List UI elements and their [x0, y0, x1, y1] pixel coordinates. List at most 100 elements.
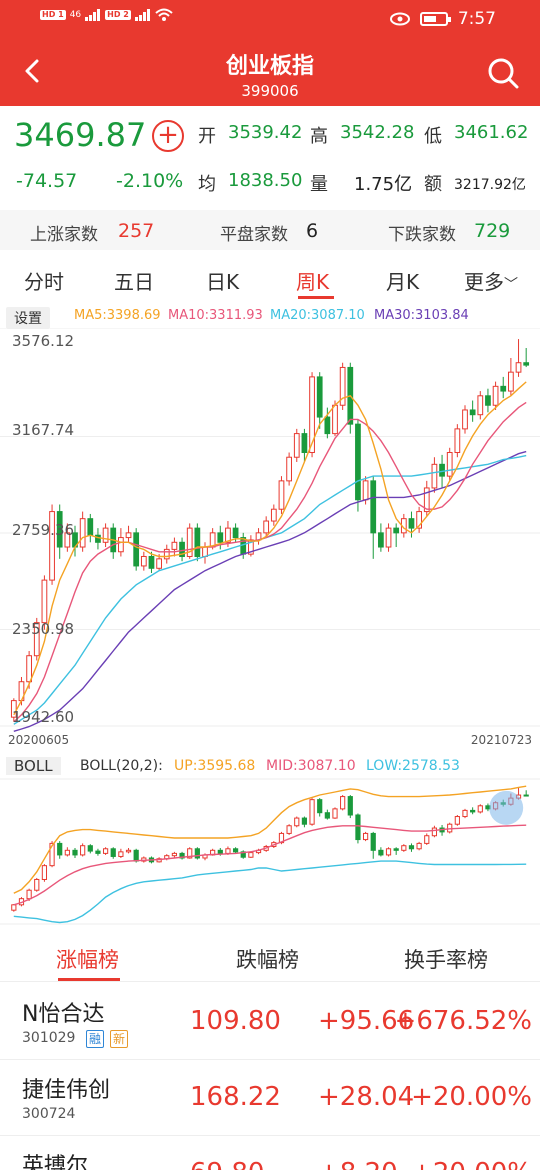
candle-body: [163, 548, 170, 560]
candle-body: [332, 404, 338, 435]
candle-body: [431, 463, 438, 489]
back-arrow-icon[interactable]: [18, 56, 48, 86]
tab-intraday[interactable]: 分时: [24, 270, 64, 294]
boll-candle-body: [424, 835, 430, 844]
candle-body: [446, 452, 453, 477]
stock-price: 109.80: [190, 1006, 281, 1036]
boll-candle-body: [118, 851, 124, 857]
battery-icon: [419, 12, 451, 26]
tab-daily-k[interactable]: 日K: [206, 270, 240, 294]
stock-name: 英搏尔: [22, 1154, 89, 1170]
boll-candle-body: [286, 825, 292, 834]
candle-body: [370, 480, 377, 534]
tab-weekly-k[interactable]: 周K: [296, 270, 330, 294]
boll-candle-body: [462, 809, 468, 818]
candle-body: [95, 534, 101, 543]
ranking-row[interactable]: 英搏尔 69.80 +8.20 +20.00%: [0, 1136, 540, 1170]
stock-change-pct: +20.00%: [411, 1158, 532, 1170]
candle-body: [248, 539, 254, 555]
boll-candle-body: [431, 827, 438, 837]
x-end-date: 20210723: [470, 733, 532, 747]
tab-monthly-k[interactable]: 月K: [386, 270, 420, 294]
tab-turnover[interactable]: 换手率榜: [404, 948, 488, 972]
signal-icon-2: [134, 9, 150, 21]
candle-body: [133, 532, 140, 567]
candle-body: [186, 527, 193, 557]
search-icon[interactable]: [486, 56, 520, 90]
avg-value: 1838.50: [228, 170, 303, 191]
up-count: 257: [118, 220, 155, 242]
volume-label: 量: [310, 174, 328, 195]
stock-price: 69.80: [190, 1158, 264, 1170]
candle-body: [232, 527, 239, 539]
amount-label: 额: [424, 174, 442, 195]
boll-candle-body: [41, 865, 48, 880]
low-label: 低: [424, 126, 442, 147]
candle-body: [508, 371, 514, 392]
flat-count-label: 平盘家数: [220, 225, 288, 245]
ma5-line: [13, 381, 527, 716]
tab-more[interactable]: 更多﹀: [464, 266, 518, 295]
kline-chart[interactable]: [0, 328, 540, 748]
boll-candle-body: [64, 849, 70, 856]
candle-body: [339, 366, 346, 406]
open-label: 开: [198, 126, 216, 147]
candle-body: [26, 655, 32, 683]
candle-body: [56, 511, 63, 548]
settings-button[interactable]: 设置: [6, 307, 50, 329]
candle-body: [408, 518, 415, 529]
boll-candle-body: [378, 849, 384, 856]
ma30-value: MA30:3103.84: [374, 308, 469, 323]
boll-candle-body: [34, 878, 40, 891]
candle-body: [423, 487, 430, 513]
candle-body: [439, 463, 445, 477]
ma20-line: [13, 454, 527, 725]
page-title: 创业板指: [225, 54, 314, 79]
index-code: 399006: [241, 82, 299, 100]
candle-body: [156, 558, 162, 569]
boll-candle-body: [171, 852, 178, 857]
boll-params: BOLL(20,2):: [80, 758, 163, 774]
candle-body: [263, 520, 270, 534]
candle-body: [278, 480, 285, 510]
boll-chart[interactable]: [0, 778, 540, 928]
floating-assist-button[interactable]: [489, 790, 524, 825]
period-tabs: 分时 五日 日K 周K 月K 更多﹀: [0, 256, 540, 302]
boll-candle-body: [362, 832, 369, 841]
candle-body: [171, 541, 178, 550]
candle-body: [362, 480, 369, 501]
new-stock-badge: 新: [110, 1030, 128, 1048]
candle-body: [515, 362, 522, 373]
boll-candle-body: [301, 817, 308, 825]
boll-candle-body: [11, 904, 17, 911]
boll-candle-body: [355, 814, 361, 841]
y-tick-3: 2350.98: [12, 620, 75, 638]
candle-body: [385, 527, 392, 548]
ranking-row[interactable]: N怡合达 301029 融 新 109.80 +95.66 +676.52%: [0, 984, 540, 1060]
price-change: -74.57: [16, 170, 78, 192]
add-watchlist-button[interactable]: +: [152, 120, 184, 152]
candle-body: [118, 537, 124, 553]
boll-candle-body: [370, 832, 376, 851]
candle-body: [225, 527, 231, 543]
tab-five-day[interactable]: 五日: [114, 270, 154, 294]
boll-candle-body: [401, 845, 407, 851]
down-count: 729: [474, 220, 511, 242]
candle-body: [179, 541, 185, 557]
ma10-line: [13, 401, 527, 723]
breadth-bar: 上涨家数 257 平盘家数 6 下跌家数 729: [0, 210, 540, 250]
boll-candle-body: [133, 849, 139, 862]
candle-body: [316, 376, 323, 418]
candle-body: [462, 409, 468, 430]
ranking-row[interactable]: 捷佳伟创 300724 168.22 +28.04 +20.00%: [0, 1060, 540, 1136]
boll-candle-body: [454, 816, 460, 825]
boll-candle-body: [240, 851, 246, 858]
boll-candle-body: [393, 848, 399, 851]
boll-candle-body: [80, 845, 86, 856]
tab-top-losers[interactable]: 跌幅榜: [236, 948, 299, 972]
indicator-switch-button[interactable]: BOLL: [6, 757, 61, 775]
boll-candle-body: [187, 848, 193, 859]
tab-top-gainers[interactable]: 涨幅榜: [56, 948, 119, 972]
stock-code: 300724: [22, 1106, 76, 1122]
